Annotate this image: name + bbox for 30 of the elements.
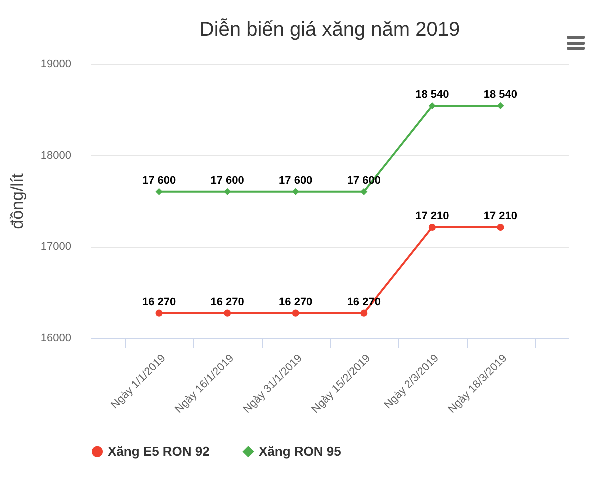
- y-tick-label: 17000: [40, 241, 72, 254]
- point: [292, 310, 300, 317]
- point: [156, 188, 163, 196]
- y-axis-title: đồng/lít: [8, 173, 27, 230]
- legend-label: Xăng RON 95: [259, 444, 342, 459]
- point: [497, 102, 504, 110]
- point: [428, 102, 436, 110]
- point: [360, 188, 368, 196]
- chart-title: Diễn biến giá xăng năm 2019: [200, 18, 460, 41]
- data-label: 16 270: [142, 296, 176, 308]
- y-tick-label: 16000: [40, 332, 72, 344]
- data-label: 17 600: [279, 174, 313, 187]
- legend-label: Xăng E5 RON 92: [108, 444, 210, 459]
- data-label: 18 540: [484, 89, 518, 102]
- point: [360, 310, 368, 317]
- data-label: 17 600: [142, 174, 176, 187]
- y-tick-label: 18000: [40, 150, 72, 162]
- data-label: 16 270: [210, 296, 244, 308]
- point: [428, 224, 436, 232]
- point: [292, 188, 300, 196]
- point: [497, 224, 504, 232]
- data-label: 17 210: [416, 210, 450, 222]
- point: [156, 310, 163, 317]
- data-label: 17 600: [210, 174, 244, 187]
- point: [224, 188, 232, 196]
- data-label: 16 270: [279, 296, 313, 308]
- point: [224, 310, 232, 317]
- data-label: 18 540: [416, 89, 450, 102]
- y-tick-label: 19000: [40, 58, 72, 70]
- data-label: 17 210: [484, 210, 518, 222]
